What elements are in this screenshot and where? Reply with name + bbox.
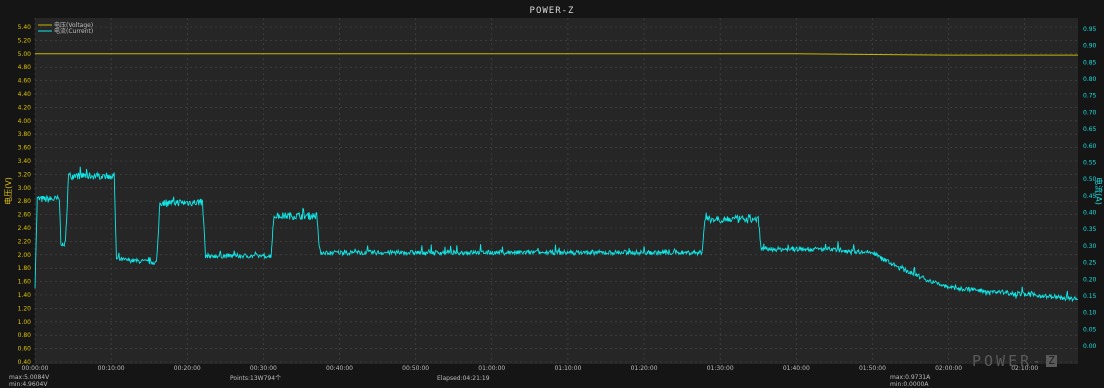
y2-tick-label: 0.05 xyxy=(1083,326,1097,333)
y-tick-label: 0.80 xyxy=(18,332,32,339)
series-layer xyxy=(34,53,1079,303)
y2-tick-label: 0.90 xyxy=(1083,43,1097,50)
y-tick-label: 1.40 xyxy=(18,292,32,299)
y2-tick-label: 0.60 xyxy=(1083,143,1097,150)
current-max-stat: max:0.9731A xyxy=(890,374,931,381)
y2-tick-label: 0.80 xyxy=(1083,76,1097,83)
y-tick-label: 4.40 xyxy=(18,91,32,98)
voltage-max-stat: max:5.0084V xyxy=(9,374,50,381)
y-tick-label: 3.00 xyxy=(18,185,32,192)
y-tick-label: 5.20 xyxy=(18,37,32,44)
y-tick-label: 5.00 xyxy=(18,51,32,58)
y-tick-label: 2.20 xyxy=(18,238,32,245)
y2-tick-label: 0.00 xyxy=(1083,343,1097,350)
legend-voltage-label: 电压(Voltage) xyxy=(54,21,93,29)
y-tick-label: 3.80 xyxy=(18,131,32,138)
watermark-text: POWER- xyxy=(972,352,1045,370)
x-tick-label: 01:20:00 xyxy=(631,365,658,372)
points-stat: Points:13W794个 xyxy=(230,375,282,382)
y-tick-label: 1.80 xyxy=(18,265,32,272)
x-tick-label: 01:40:00 xyxy=(783,365,810,372)
voltage-min-stat: min:4.9604V xyxy=(9,381,48,388)
y2-tick-label: 0.75 xyxy=(1083,93,1097,100)
x-tick-label: 00:20:00 xyxy=(174,365,201,372)
y2-tick-label: 0.25 xyxy=(1083,260,1097,267)
x-tick-label: 00:40:00 xyxy=(326,365,353,372)
chart-title: POWER-Z xyxy=(530,6,575,16)
elapsed-stat: Elapsed:04:21:19 xyxy=(437,375,490,382)
legend-current-label: 电流(Current) xyxy=(54,27,93,35)
y-tick-label: 3.40 xyxy=(18,158,32,165)
grid-lines xyxy=(34,18,1078,364)
y-tick-label: 3.20 xyxy=(18,171,32,178)
y-tick-label: 1.60 xyxy=(18,279,32,286)
x-tick-label: 01:10:00 xyxy=(554,365,581,372)
y-tick-label: 1.00 xyxy=(18,319,32,326)
x-tick-label: 01:50:00 xyxy=(859,365,886,372)
y-tick-label: 2.00 xyxy=(18,252,32,259)
y-tick-label: 2.80 xyxy=(18,198,32,205)
y2-tick-label: 0.55 xyxy=(1083,159,1097,166)
y2-tick-label: 0.85 xyxy=(1083,59,1097,66)
y-tick-label: 4.00 xyxy=(18,118,32,125)
x-tick-label: 00:30:00 xyxy=(250,365,277,372)
y2-tick-label: 0.15 xyxy=(1083,293,1097,300)
y-tick-label: 4.80 xyxy=(18,64,32,71)
tick-layer: 0.40 0.60 0.80 1.00 1.20 1.40 1.60 1.80 2.00 2.20… xyxy=(18,24,1097,372)
x-tick-label: 01:30:00 xyxy=(707,365,734,372)
y-tick-label: 2.40 xyxy=(18,225,32,232)
current-min-stat: min:0.0000A xyxy=(890,381,929,388)
power-z-watermark: POWER- Z xyxy=(972,352,1057,370)
y-tick-label: 2.60 xyxy=(18,212,32,219)
y2-tick-label: 0.65 xyxy=(1083,126,1097,133)
y2-tick-label: 0.30 xyxy=(1083,243,1097,250)
x-tick-label: 00:50:00 xyxy=(402,365,429,372)
y-tick-label: 3.60 xyxy=(18,145,32,152)
y2-tick-label: 0.45 xyxy=(1083,193,1097,200)
right-axis-label: 电流(A) xyxy=(1094,177,1104,205)
y-tick-label: 1.20 xyxy=(18,305,32,312)
y2-tick-label: 0.50 xyxy=(1083,176,1097,183)
x-tick-label: 02:10:00 xyxy=(1011,365,1038,372)
y2-tick-label: 0.95 xyxy=(1083,26,1097,33)
x-tick-label: 02:00:00 xyxy=(935,365,962,372)
y-tick-label: 4.60 xyxy=(18,78,32,85)
y-tick-label: 0.40 xyxy=(18,359,32,366)
y2-tick-label: 0.10 xyxy=(1083,310,1097,317)
y2-tick-label: 0.20 xyxy=(1083,276,1097,283)
left-axis-label: 电压(V) xyxy=(3,177,13,205)
y2-tick-label: 0.70 xyxy=(1083,109,1097,116)
plot-area xyxy=(35,18,1078,364)
current-series-line xyxy=(34,166,1079,303)
legend: 电压(Voltage) 电流(Current) xyxy=(38,21,93,35)
y2-tick-label: 0.35 xyxy=(1083,226,1097,233)
x-tick-label: 00:00:00 xyxy=(22,365,49,372)
watermark-badge: Z xyxy=(1046,354,1057,367)
voltage-series-line xyxy=(35,53,1078,56)
x-tick-label: 01:00:00 xyxy=(478,365,505,372)
y-tick-label: 0.60 xyxy=(18,346,32,353)
y2-tick-label: 0.40 xyxy=(1083,210,1097,217)
y-tick-label: 4.20 xyxy=(18,104,32,111)
x-tick-label: 00:10:00 xyxy=(98,365,125,372)
y-tick-label: 5.40 xyxy=(18,24,32,31)
